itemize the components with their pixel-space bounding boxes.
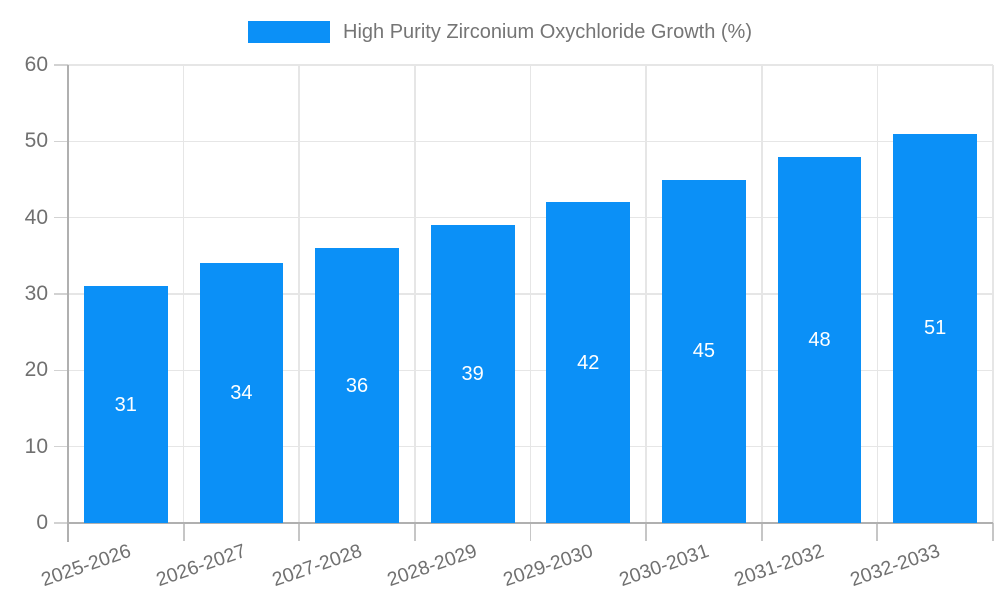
x-gridline <box>529 65 532 523</box>
y-axis-tick-label: 30 <box>24 282 48 305</box>
bar[interactable]: 42 <box>546 202 631 523</box>
x-gridline <box>992 65 994 523</box>
y-tick-mark <box>54 445 68 448</box>
x-tick-mark <box>298 523 301 541</box>
bar-value-label: 39 <box>461 363 484 386</box>
x-axis-tick-label: 2026-2027 <box>153 539 249 592</box>
plot-area: 0 10 20 30 40 50 60 31 34 36 39 42 45 48 51 2025-2026 20… <box>25 53 994 591</box>
x-tick-mark <box>876 523 879 541</box>
bar-value-label: 36 <box>345 374 369 397</box>
legend-swatch <box>248 21 330 43</box>
x-gridline <box>876 65 879 523</box>
x-gridline <box>645 65 647 523</box>
y-tick-mark <box>54 140 68 143</box>
bar[interactable]: 45 <box>662 179 746 523</box>
bar-value-label: 45 <box>692 340 716 363</box>
bar[interactable]: 36 <box>315 248 399 523</box>
x-axis-tick-label: 2025-2026 <box>37 539 134 592</box>
bar[interactable]: 51 <box>893 133 978 523</box>
legend-label: High Purity Zirconium Oxychloride Growth… <box>343 21 752 43</box>
y-axis-tick-label: 40 <box>24 205 48 229</box>
x-tick-mark <box>760 523 763 541</box>
y-axis-tick-label: 20 <box>24 358 48 382</box>
x-axis-tick-label: 2030-2031 <box>616 539 712 592</box>
x-axis-line <box>68 522 993 524</box>
y-axis-tick-label: 50 <box>24 129 48 153</box>
bar[interactable]: 39 <box>430 225 515 523</box>
y-tick-mark <box>54 216 68 219</box>
x-axis-tick-label: 2028-2029 <box>384 539 481 592</box>
bar-value-label: 48 <box>808 328 831 351</box>
y-axis-tick-label: 0 <box>36 511 48 534</box>
x-tick-mark <box>182 523 185 541</box>
x-axis-tick-label: 2029-2030 <box>500 539 596 592</box>
x-gridline <box>182 65 185 523</box>
bar-value-label: 31 <box>114 393 137 416</box>
x-tick-mark <box>645 523 648 541</box>
y-tick-mark <box>54 522 68 524</box>
y-axis-tick-label: 60 <box>24 53 48 76</box>
x-gridline <box>298 65 301 523</box>
bar-value-label: 51 <box>924 317 947 340</box>
x-axis-tick-label: 2031-2032 <box>731 539 828 592</box>
x-gridline <box>760 65 763 523</box>
y-axis-tick-label: 10 <box>24 434 48 458</box>
bar[interactable]: 48 <box>777 156 862 523</box>
y-axis-line <box>67 65 69 542</box>
x-tick-mark <box>529 523 532 541</box>
x-tick-mark <box>413 523 416 541</box>
y-tick-mark <box>54 293 68 295</box>
y-tick-mark <box>54 64 68 66</box>
y-tick-mark <box>54 369 68 372</box>
x-axis-tick-label: 2032-2033 <box>847 539 943 592</box>
x-gridline <box>414 65 416 523</box>
legend[interactable]: High Purity Zirconium Oxychloride Growth… <box>0 19 1000 45</box>
bar-value-label: 42 <box>577 351 600 374</box>
bar[interactable]: 34 <box>199 263 284 523</box>
x-axis-tick-label: 2027-2028 <box>269 539 365 592</box>
bar[interactable]: 31 <box>83 286 168 523</box>
x-tick-mark <box>992 523 994 541</box>
bar-value-label: 34 <box>230 382 253 405</box>
